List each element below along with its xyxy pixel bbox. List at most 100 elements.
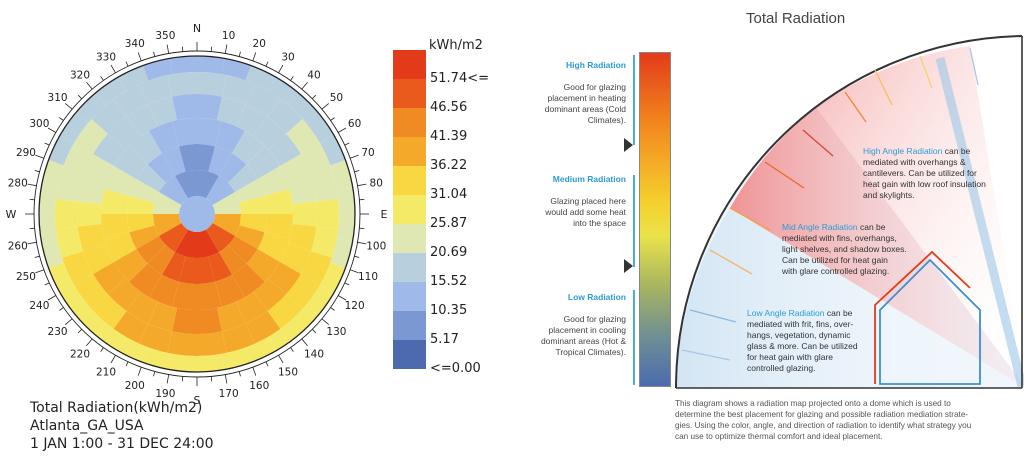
legend-swatch bbox=[393, 224, 426, 253]
color-legend: kWh/m2 51.74<= 46.56 41.39 36.22 31.04 2… bbox=[393, 38, 503, 398]
dome-cell bbox=[179, 196, 215, 232]
legend-swatch bbox=[393, 253, 426, 282]
legend-label: 31.04 bbox=[430, 187, 468, 202]
dome-tick bbox=[77, 328, 83, 334]
legend-label: 36.22 bbox=[430, 158, 468, 173]
degree-label: 120 bbox=[345, 300, 365, 312]
dome-cell bbox=[221, 58, 252, 81]
dome-cell bbox=[104, 166, 137, 196]
dome-tick bbox=[330, 307, 335, 311]
high-angle-zone bbox=[816, 46, 1024, 386]
dome-cell bbox=[330, 159, 353, 190]
dome-tick bbox=[77, 94, 83, 100]
dome-cell bbox=[197, 281, 222, 310]
arrow-mid bbox=[709, 249, 753, 275]
arrow-high bbox=[969, 47, 979, 86]
degree-label: 350 bbox=[155, 30, 175, 42]
dome-cell bbox=[82, 243, 114, 274]
dome-cell bbox=[236, 104, 268, 137]
dome-tick bbox=[44, 282, 50, 286]
dome-cell bbox=[197, 256, 216, 284]
degree-label: 330 bbox=[96, 51, 116, 63]
degree-label: 230 bbox=[48, 326, 68, 338]
arrow-high bbox=[802, 129, 834, 157]
dome-cell bbox=[93, 262, 126, 295]
dome-cell bbox=[245, 65, 276, 92]
degree-label: 250 bbox=[16, 271, 36, 283]
dome-cell bbox=[148, 301, 178, 332]
dome-cell bbox=[118, 336, 149, 363]
compass-south: S bbox=[194, 394, 201, 407]
dome-cell bbox=[288, 92, 319, 123]
legend-swatch bbox=[393, 166, 426, 195]
dome-tick bbox=[59, 307, 64, 311]
degree-label: 100 bbox=[366, 241, 386, 253]
dome-tick bbox=[47, 127, 57, 133]
dome-cell bbox=[74, 118, 108, 154]
dome-cell bbox=[286, 118, 320, 154]
dome-tick bbox=[166, 44, 170, 54]
arrow-low bbox=[689, 309, 737, 323]
dome-cell bbox=[239, 214, 267, 233]
legend-swatch bbox=[393, 108, 426, 137]
high-range-line bbox=[633, 55, 635, 145]
dome-tick bbox=[64, 103, 73, 110]
dome-cell bbox=[107, 116, 141, 150]
dome-cell bbox=[129, 179, 159, 203]
dome-tick bbox=[290, 76, 294, 81]
dome-cell bbox=[75, 305, 106, 336]
dome-cell bbox=[139, 323, 173, 353]
dome-cell bbox=[253, 116, 287, 150]
dome-outline bbox=[38, 55, 356, 373]
dome-tick bbox=[27, 183, 37, 187]
dome-cell bbox=[127, 195, 155, 214]
arrow-high bbox=[874, 69, 893, 106]
dome-cell bbox=[236, 291, 268, 324]
dome-cell bbox=[162, 146, 186, 176]
dome-cell bbox=[178, 144, 197, 172]
dome-cell bbox=[136, 236, 166, 264]
arrow-high bbox=[844, 91, 867, 123]
dome-cell bbox=[228, 164, 258, 192]
dome-cell bbox=[219, 153, 247, 183]
dome-cell bbox=[61, 143, 94, 177]
dome-tick bbox=[321, 103, 330, 110]
dome-cell bbox=[216, 96, 246, 127]
dome-cell bbox=[311, 226, 339, 258]
dome-cell bbox=[77, 201, 102, 227]
legend-swatch bbox=[393, 340, 426, 369]
low-radiation-heading: Low Radiation bbox=[567, 292, 626, 302]
dome-cell bbox=[129, 130, 162, 165]
dome-tick bbox=[100, 76, 104, 81]
dome-cell bbox=[172, 94, 197, 121]
dome-cell bbox=[149, 121, 179, 154]
dome-cell bbox=[206, 223, 236, 253]
dome-cell bbox=[172, 281, 197, 310]
dome-cell bbox=[41, 159, 64, 190]
legend-unit: kWh/m2 bbox=[429, 38, 483, 53]
high-angle-arrows bbox=[802, 47, 979, 157]
degree-label: 220 bbox=[70, 348, 90, 360]
dome-cell bbox=[280, 243, 312, 274]
arrow-mid bbox=[729, 207, 771, 231]
dome-tick bbox=[321, 318, 330, 325]
low-range-line bbox=[633, 290, 635, 385]
high-radiation-text: Good for glazing placement in heating domi… bbox=[544, 82, 626, 125]
degree-label: 30 bbox=[281, 51, 294, 63]
dome-cell bbox=[77, 176, 106, 204]
dome-cell bbox=[246, 146, 281, 179]
low-angle-annotation: Low Angle Radiation can be mediated with… bbox=[747, 308, 858, 373]
dome-cell bbox=[167, 72, 197, 97]
dome-cell bbox=[60, 285, 89, 316]
dome-cell bbox=[268, 262, 301, 295]
dome-cell bbox=[136, 164, 166, 192]
radiation-angle-fan bbox=[675, 35, 1024, 389]
low-angle-zone bbox=[676, 208, 1024, 388]
dome-cell bbox=[311, 170, 339, 202]
dome-cell bbox=[39, 214, 58, 242]
mid-angle-label: Mid Angle Radiation bbox=[782, 222, 858, 232]
low-angle-label: Low Angle Radiation bbox=[747, 308, 825, 318]
dome-cell bbox=[215, 121, 245, 154]
dome-cell bbox=[245, 336, 276, 363]
building-outline-blue bbox=[879, 258, 981, 385]
